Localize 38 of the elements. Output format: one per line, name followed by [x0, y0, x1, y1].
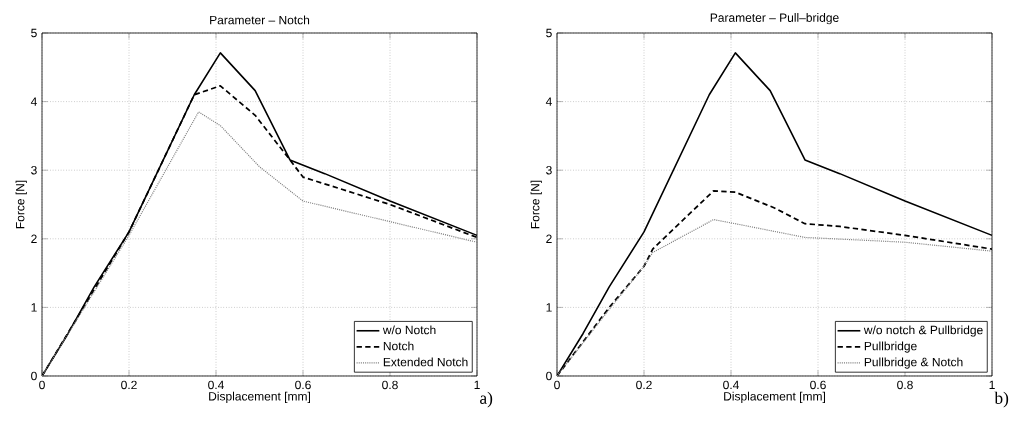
- x-tick-label: 0.4: [723, 380, 739, 390]
- y-tick-label: 3: [31, 165, 37, 175]
- legend-label: w/o Notch: [382, 325, 436, 335]
- y-axis-title: Force [N]: [530, 180, 542, 229]
- y-tick-label: 5: [31, 28, 37, 38]
- y-axis-title: Force [N]: [15, 180, 27, 229]
- legend-label: w/o notch & Pullbridge: [863, 325, 983, 337]
- x-tick-label: 0.8: [382, 380, 398, 390]
- x-tick-label: 0.8: [897, 380, 913, 390]
- legend-label: Extended Notch: [383, 357, 468, 367]
- y-tick-label: 2: [546, 234, 552, 243]
- legend-label: Pullbridge & Notch: [864, 357, 963, 369]
- x-tick-label: 0: [39, 380, 45, 390]
- x-tick-label: 0.2: [636, 380, 652, 390]
- y-tick-label: 2: [31, 234, 37, 243]
- y-tick-label: 3: [546, 165, 552, 175]
- x-tick-label: 0.6: [810, 380, 826, 390]
- x-tick-label: 1: [474, 380, 480, 389]
- x-tick-label: 0.4: [208, 380, 224, 390]
- legend-label: Notch: [383, 341, 414, 351]
- y-tick-label: 1: [31, 303, 37, 312]
- y-tick-label: 0: [31, 371, 37, 381]
- legend-label: Pullbridge: [864, 341, 917, 353]
- x-axis-title: Displacement [mm]: [724, 391, 825, 403]
- y-tick-label: 4: [30, 97, 37, 106]
- y-tick-label: 4: [545, 97, 552, 106]
- x-tick-label: 0.6: [295, 380, 311, 390]
- x-tick-label: 0: [554, 380, 560, 390]
- y-tick-label: 5: [546, 28, 552, 38]
- chart-title: Parameter – Pull–bridge: [710, 13, 839, 25]
- y-tick-label: 0: [546, 371, 552, 381]
- x-axis-title: Displacement [mm]: [209, 391, 310, 403]
- y-tick-label: 1: [546, 303, 552, 312]
- text: b): [994, 391, 1009, 408]
- text: a): [480, 391, 493, 408]
- x-tick-label: 1: [989, 380, 995, 389]
- x-tick-label: 0.2: [121, 380, 137, 390]
- chart-title: Parameter – Notch: [210, 15, 310, 25]
